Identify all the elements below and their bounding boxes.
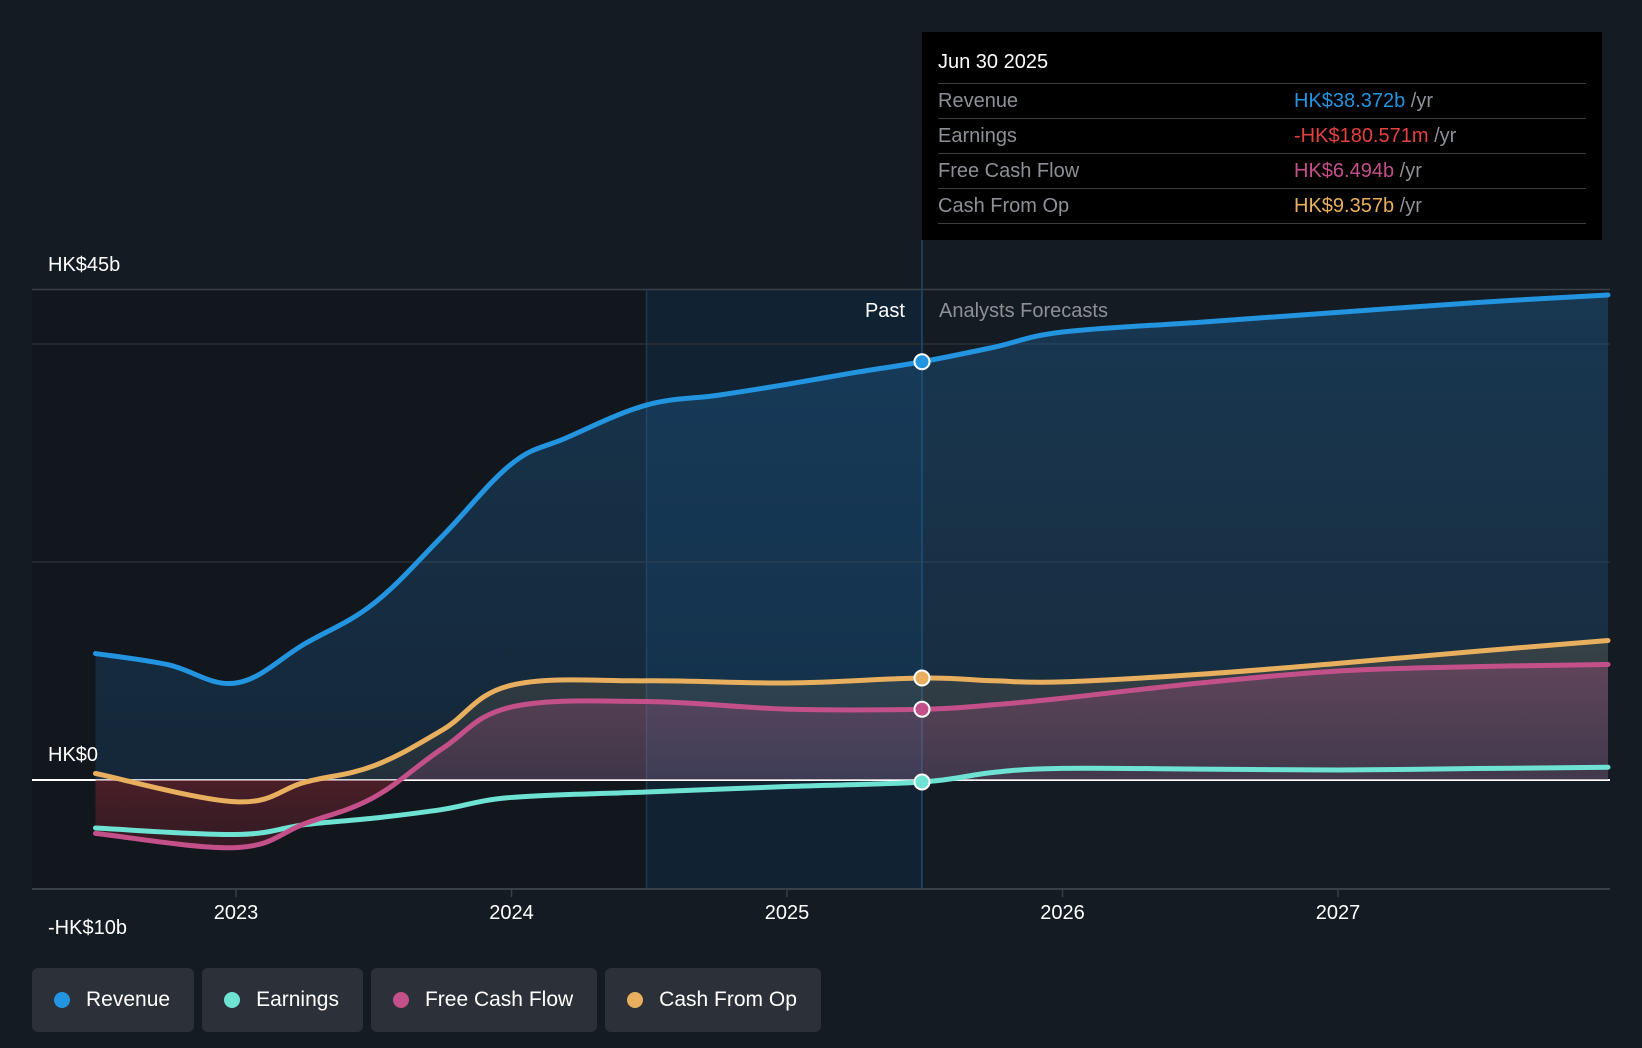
tooltip-date: Jun 30 2025 <box>938 46 1586 84</box>
past-label: Past <box>864 300 905 322</box>
free-cash-flow-area <box>95 664 1608 780</box>
cash-from-op-line <box>92 637 1611 805</box>
tooltip-value: -HK$180.571m /yr <box>1294 125 1457 147</box>
legend: Revenue Earnings Free Cash Flow Cash Fro… <box>32 968 821 1032</box>
free-cash-flow-marker <box>913 700 931 718</box>
legend-dot-icon <box>627 992 644 1008</box>
series-lines <box>92 292 1611 851</box>
legend-label: Free Cash Flow <box>424 988 574 1011</box>
analysts-forecasts-label: Analysts Forecasts <box>939 300 1108 322</box>
legend-item-free-cash-flow[interactable]: Free Cash Flow <box>370 968 598 1032</box>
x-tick-label: 2026 <box>1040 902 1085 924</box>
free-cash-flow-line <box>92 661 1611 851</box>
legend-dot-icon <box>392 992 409 1008</box>
hover-markers <box>913 353 931 791</box>
legend-item-cash-from-op[interactable]: Cash From Op <box>605 968 821 1032</box>
x-tick-label: 2027 <box>1315 902 1361 924</box>
tooltip-row-cash-from-op: Cash From Op HK$9.357b /yr <box>938 189 1586 224</box>
tooltip-value: HK$38.372b /yr <box>1294 90 1433 112</box>
x-tick-label: 2024 <box>489 902 534 924</box>
x-axis <box>32 888 1610 897</box>
tooltip-label: Free Cash Flow <box>938 160 1080 182</box>
legend-label: Cash From Op <box>659 988 797 1011</box>
x-tick-label: 2025 <box>764 902 810 924</box>
revenue-line <box>92 292 1611 687</box>
revenue-marker <box>913 353 931 371</box>
tooltip-label: Revenue <box>938 90 1019 112</box>
y-tick-label: -HK$10b <box>48 917 127 939</box>
earnings-line <box>92 764 1611 838</box>
cash-from-op-marker <box>913 669 931 687</box>
revenue-area <box>95 294 1608 780</box>
y-tick-label: HK$0 <box>48 744 99 766</box>
tooltip-row-free-cash-flow: Free Cash Flow HK$6.494b /yr <box>938 154 1586 189</box>
legend-item-revenue[interactable]: Revenue <box>32 968 195 1032</box>
y-tick-label: HK$45b <box>48 253 121 276</box>
tooltip-value: HK$9.357b /yr <box>1294 195 1422 217</box>
tooltip-row-earnings: Earnings -HK$180.571m /yr <box>938 119 1586 154</box>
legend-dot-icon <box>54 992 70 1008</box>
tooltip-label: Earnings <box>938 125 1017 147</box>
negative-area-group <box>95 780 1608 848</box>
earnings-marker <box>913 773 931 791</box>
tooltip-value: HK$6.494b /yr <box>1294 160 1422 182</box>
x-tick-label: 2023 <box>213 902 259 924</box>
negative-cash-area <box>95 780 1608 848</box>
tooltip: Jun 30 2025 Revenue HK$38.372b /yr Earni… <box>922 32 1602 240</box>
legend-item-earnings[interactable]: Earnings <box>202 968 363 1032</box>
legend-label: Revenue <box>86 988 171 1011</box>
tooltip-row-revenue: Revenue HK$38.372b /yr <box>938 84 1586 119</box>
legend-label: Earnings <box>256 988 339 1011</box>
legend-dot-icon <box>224 992 241 1008</box>
tooltip-label: Cash From Op <box>938 195 1070 217</box>
